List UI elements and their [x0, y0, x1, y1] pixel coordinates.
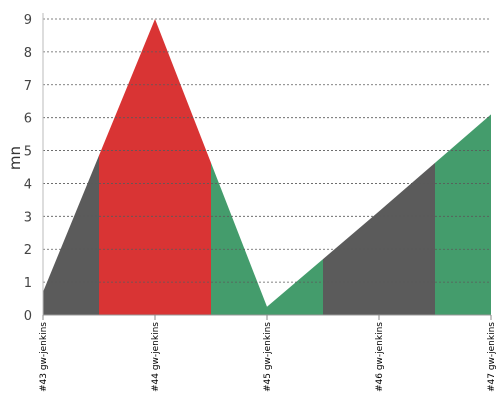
x-tick-labels: #43 gw-jenkins #44 gw-jenkins #45 gw-jenki…: [39, 322, 497, 392]
area-segment-success: [435, 114, 491, 316]
y-tick-label: 6: [24, 112, 32, 127]
x-tick-label: #47 gw-jenkins: [487, 322, 497, 392]
area-segment-failed: [99, 19, 211, 315]
y-axis-label: mn: [6, 146, 24, 170]
y-tick-label: 1: [24, 276, 32, 291]
area-segment-unstable: [323, 162, 435, 315]
grid-lines: [43, 18, 491, 283]
y-tick-label: 0: [24, 309, 32, 324]
x-tick-label: #45 gw-jenkins: [263, 322, 273, 392]
area-segments: [43, 19, 491, 316]
area-segment-unstable: [43, 155, 99, 315]
y-tick-labels: 0 1 2 3 4 5 6 7 8 9: [24, 13, 32, 324]
y-tick-label: 7: [24, 79, 32, 94]
axes: [42, 13, 492, 320]
x-tick-label: #46 gw-jenkins: [375, 322, 385, 392]
y-tick-label: 5: [24, 145, 32, 160]
y-tick-label: 9: [24, 13, 32, 28]
y-tick-label: 3: [24, 210, 32, 225]
y-tick-label: 2: [24, 243, 32, 258]
y-tick-label: 8: [24, 46, 32, 61]
y-tick-label: 4: [24, 177, 32, 192]
area-segment-success: [211, 162, 323, 315]
x-tick-label: #44 gw-jenkins: [151, 322, 161, 392]
x-tick-label: #43 gw-jenkins: [39, 322, 49, 392]
